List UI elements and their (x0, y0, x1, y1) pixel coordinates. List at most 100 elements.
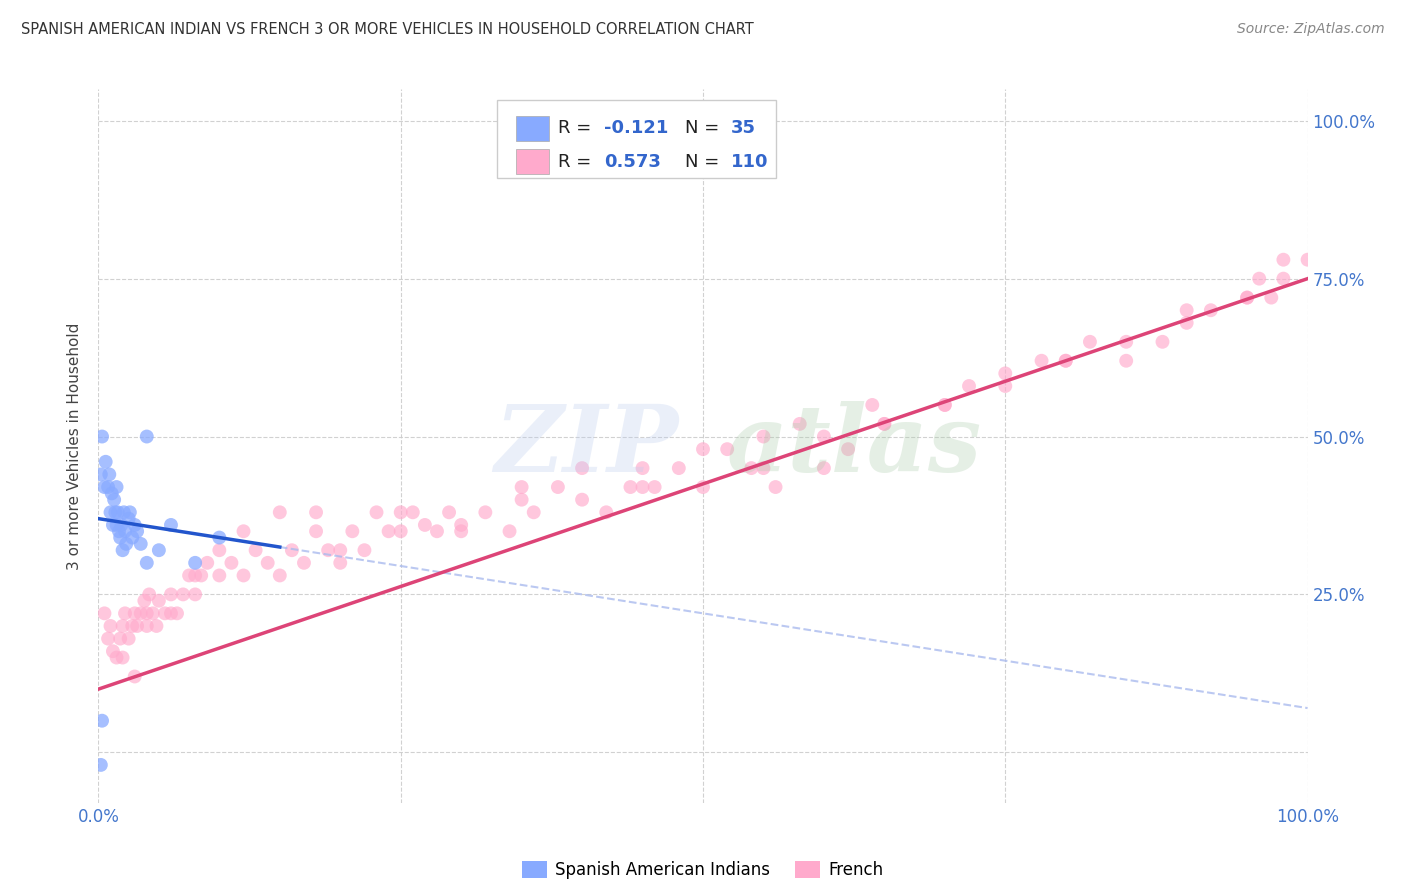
Point (281, 543, 304, 558)
Bar (516, 150, 550, 175)
Point (366, 505, 388, 519)
Text: 0.573: 0.573 (603, 153, 661, 171)
Point (93, 607, 115, 621)
Point (208, 543, 231, 558)
Point (104, 505, 127, 519)
Point (474, 505, 496, 519)
Text: 35: 35 (731, 120, 756, 137)
Point (121, 531, 143, 545)
Point (402, 505, 425, 519)
Point (305, 505, 328, 519)
Point (166, 607, 188, 621)
Point (105, 480, 128, 494)
Point (1115, 353, 1137, 368)
Point (1260, 291, 1282, 305)
Point (121, 619, 143, 633)
Point (1031, 353, 1053, 368)
Point (118, 511, 141, 525)
Point (1296, 252, 1319, 267)
Point (110, 517, 132, 532)
Point (957, 379, 980, 393)
Text: N =: N = (685, 153, 725, 171)
Point (437, 505, 460, 519)
Point (329, 556, 352, 570)
Point (571, 461, 593, 475)
Point (101, 644, 124, 658)
Point (160, 517, 183, 532)
Point (112, 505, 135, 519)
Text: R =: R = (558, 153, 598, 171)
Point (114, 607, 136, 621)
Point (752, 461, 775, 475)
Point (269, 505, 291, 519)
Point (329, 543, 352, 558)
Point (413, 517, 436, 532)
Point (129, 607, 152, 621)
Point (221, 556, 243, 570)
Point (118, 632, 141, 646)
Point (498, 524, 520, 539)
Point (111, 543, 134, 558)
Point (91, 429, 114, 443)
Point (90, 758, 112, 772)
Point (1199, 303, 1222, 318)
Point (93, 480, 115, 494)
Text: SPANISH AMERICAN INDIAN VS FRENCH 3 OR MORE VEHICLES IN HOUSEHOLD CORRELATION CH: SPANISH AMERICAN INDIAN VS FRENCH 3 OR M… (21, 22, 754, 37)
Point (98, 467, 121, 482)
Point (91, 714, 114, 728)
Point (668, 461, 690, 475)
Point (873, 417, 896, 431)
Text: Source: ZipAtlas.com: Source: ZipAtlas.com (1237, 22, 1385, 37)
Point (127, 524, 149, 539)
Point (1249, 271, 1271, 285)
Point (134, 593, 156, 607)
Point (716, 442, 738, 457)
Point (994, 379, 1017, 393)
Point (135, 607, 157, 621)
Point (547, 480, 569, 494)
Point (510, 492, 533, 507)
Point (1175, 316, 1198, 330)
Point (619, 480, 641, 494)
Point (571, 492, 593, 507)
Point (837, 442, 859, 457)
Point (450, 524, 472, 539)
Point (934, 398, 956, 412)
Point (145, 619, 167, 633)
Point (97, 632, 120, 646)
Point (353, 543, 375, 558)
Point (389, 505, 412, 519)
Point (860, 398, 883, 412)
Point (232, 568, 254, 582)
Point (103, 492, 125, 507)
Point (1078, 334, 1101, 349)
Point (124, 607, 146, 621)
Point (292, 556, 315, 570)
Point (232, 524, 254, 539)
Point (813, 461, 835, 475)
Point (692, 480, 714, 494)
Point (692, 442, 714, 457)
Point (118, 505, 141, 519)
Point (813, 429, 835, 443)
Text: ZIP: ZIP (495, 401, 679, 491)
Point (100, 619, 122, 633)
Point (124, 517, 146, 532)
Text: 110: 110 (731, 153, 768, 171)
Point (208, 568, 231, 582)
Point (256, 556, 278, 570)
Point (135, 556, 157, 570)
Point (172, 587, 194, 601)
Point (450, 517, 472, 532)
Point (195, 556, 218, 570)
Point (269, 568, 291, 582)
Point (108, 531, 131, 545)
Point (1115, 334, 1137, 349)
Point (114, 524, 136, 539)
Point (1272, 271, 1295, 285)
Point (135, 429, 157, 443)
Point (90, 467, 112, 482)
Point (160, 587, 183, 601)
Point (184, 587, 207, 601)
Point (752, 429, 775, 443)
